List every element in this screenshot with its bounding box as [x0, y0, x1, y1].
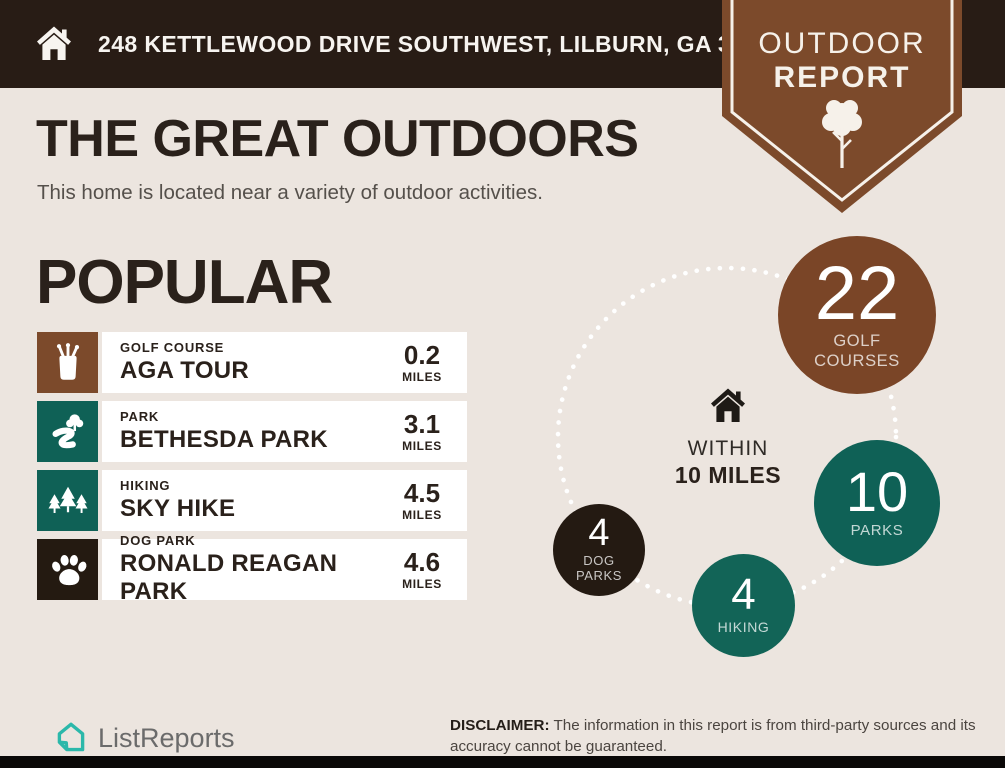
item-category: PARK	[120, 409, 160, 424]
brand-name: ListReports	[98, 723, 235, 753]
item-unit: MILES	[402, 576, 442, 591]
item-unit: MILES	[402, 507, 442, 522]
item-category: GOLF COURSE	[120, 340, 225, 355]
listreports-logo-icon	[57, 722, 85, 752]
bubble-dog-parks: 4 DOG PARKS	[553, 504, 645, 596]
item-name: SKY HIKE	[120, 495, 236, 522]
list-item: HIKING SKY HIKE 4.5 MILES	[37, 470, 467, 531]
bubble-label: DOG PARKS	[575, 553, 623, 584]
list-item: DOG PARK RONALD REAGAN PARK 4.6 MILES	[37, 533, 467, 605]
list-item: PARK BETHESDA PARK 3.1 MILES	[37, 401, 467, 462]
bubble-count: 10	[845, 460, 909, 524]
golf-bag-icon	[37, 332, 98, 393]
bubble-parks: 10 PARKS	[814, 440, 940, 566]
item-category: DOG PARK	[120, 533, 196, 548]
item-unit: MILES	[402, 438, 442, 453]
badge-line1: OUTDOOR	[758, 27, 925, 60]
bubble-count: 4	[731, 570, 756, 619]
outdoor-report-badge: OUTDOOR REPORT	[722, 0, 962, 213]
popular-list: GOLF COURSE AGA TOUR 0.2 MILES	[37, 332, 467, 608]
bottom-bar	[0, 756, 1005, 768]
bubble-count: 22	[814, 250, 900, 336]
item-category: HIKING	[120, 478, 171, 493]
bubble-count: 4	[588, 512, 610, 555]
tree-icon	[822, 100, 862, 168]
radius-within-text: WITHIN	[687, 437, 769, 460]
item-name: BETHESDA PARK	[120, 426, 328, 453]
radius-miles-text: 10 MILES	[674, 462, 782, 488]
list-item: GOLF COURSE AGA TOUR 0.2 MILES	[37, 332, 467, 393]
page-subtitle: This home is located near a variety of o…	[37, 181, 543, 204]
bubble-golf-courses: 22 GOLF COURSES	[778, 236, 936, 394]
house-icon	[37, 26, 71, 60]
park-trail-icon	[37, 401, 98, 462]
item-distance: 0.2	[403, 339, 441, 370]
item-distance: 3.1	[403, 408, 441, 439]
bubble-label: HIKING	[717, 619, 770, 636]
bubble-hiking: 4 HIKING	[692, 554, 795, 657]
badge-line2: REPORT	[773, 61, 910, 94]
item-unit: MILES	[402, 369, 442, 384]
property-address: 248 KETTLEWOOD DRIVE SOUTHWEST, LILBURN,…	[98, 30, 784, 57]
disclaimer-label: DISCLAIMER:	[450, 717, 550, 734]
disclaimer-text: DISCLAIMER: The information in this repo…	[450, 717, 976, 755]
bubble-label: PARKS	[850, 521, 904, 539]
paw-icon	[37, 539, 98, 600]
item-distance: 4.5	[403, 477, 441, 508]
item-name: RONALD REAGAN PARK	[120, 550, 338, 605]
page-title: THE GREAT OUTDOORS	[36, 110, 639, 168]
popular-section-title: POPULAR	[36, 248, 333, 317]
item-distance: 4.6	[403, 546, 441, 577]
radius-center-label: WITHIN 10 MILES	[648, 388, 808, 489]
pine-trees-icon	[37, 470, 98, 531]
item-name: AGA TOUR	[120, 357, 250, 384]
house-icon	[711, 388, 745, 422]
bubble-label: GOLF COURSES	[814, 332, 900, 370]
